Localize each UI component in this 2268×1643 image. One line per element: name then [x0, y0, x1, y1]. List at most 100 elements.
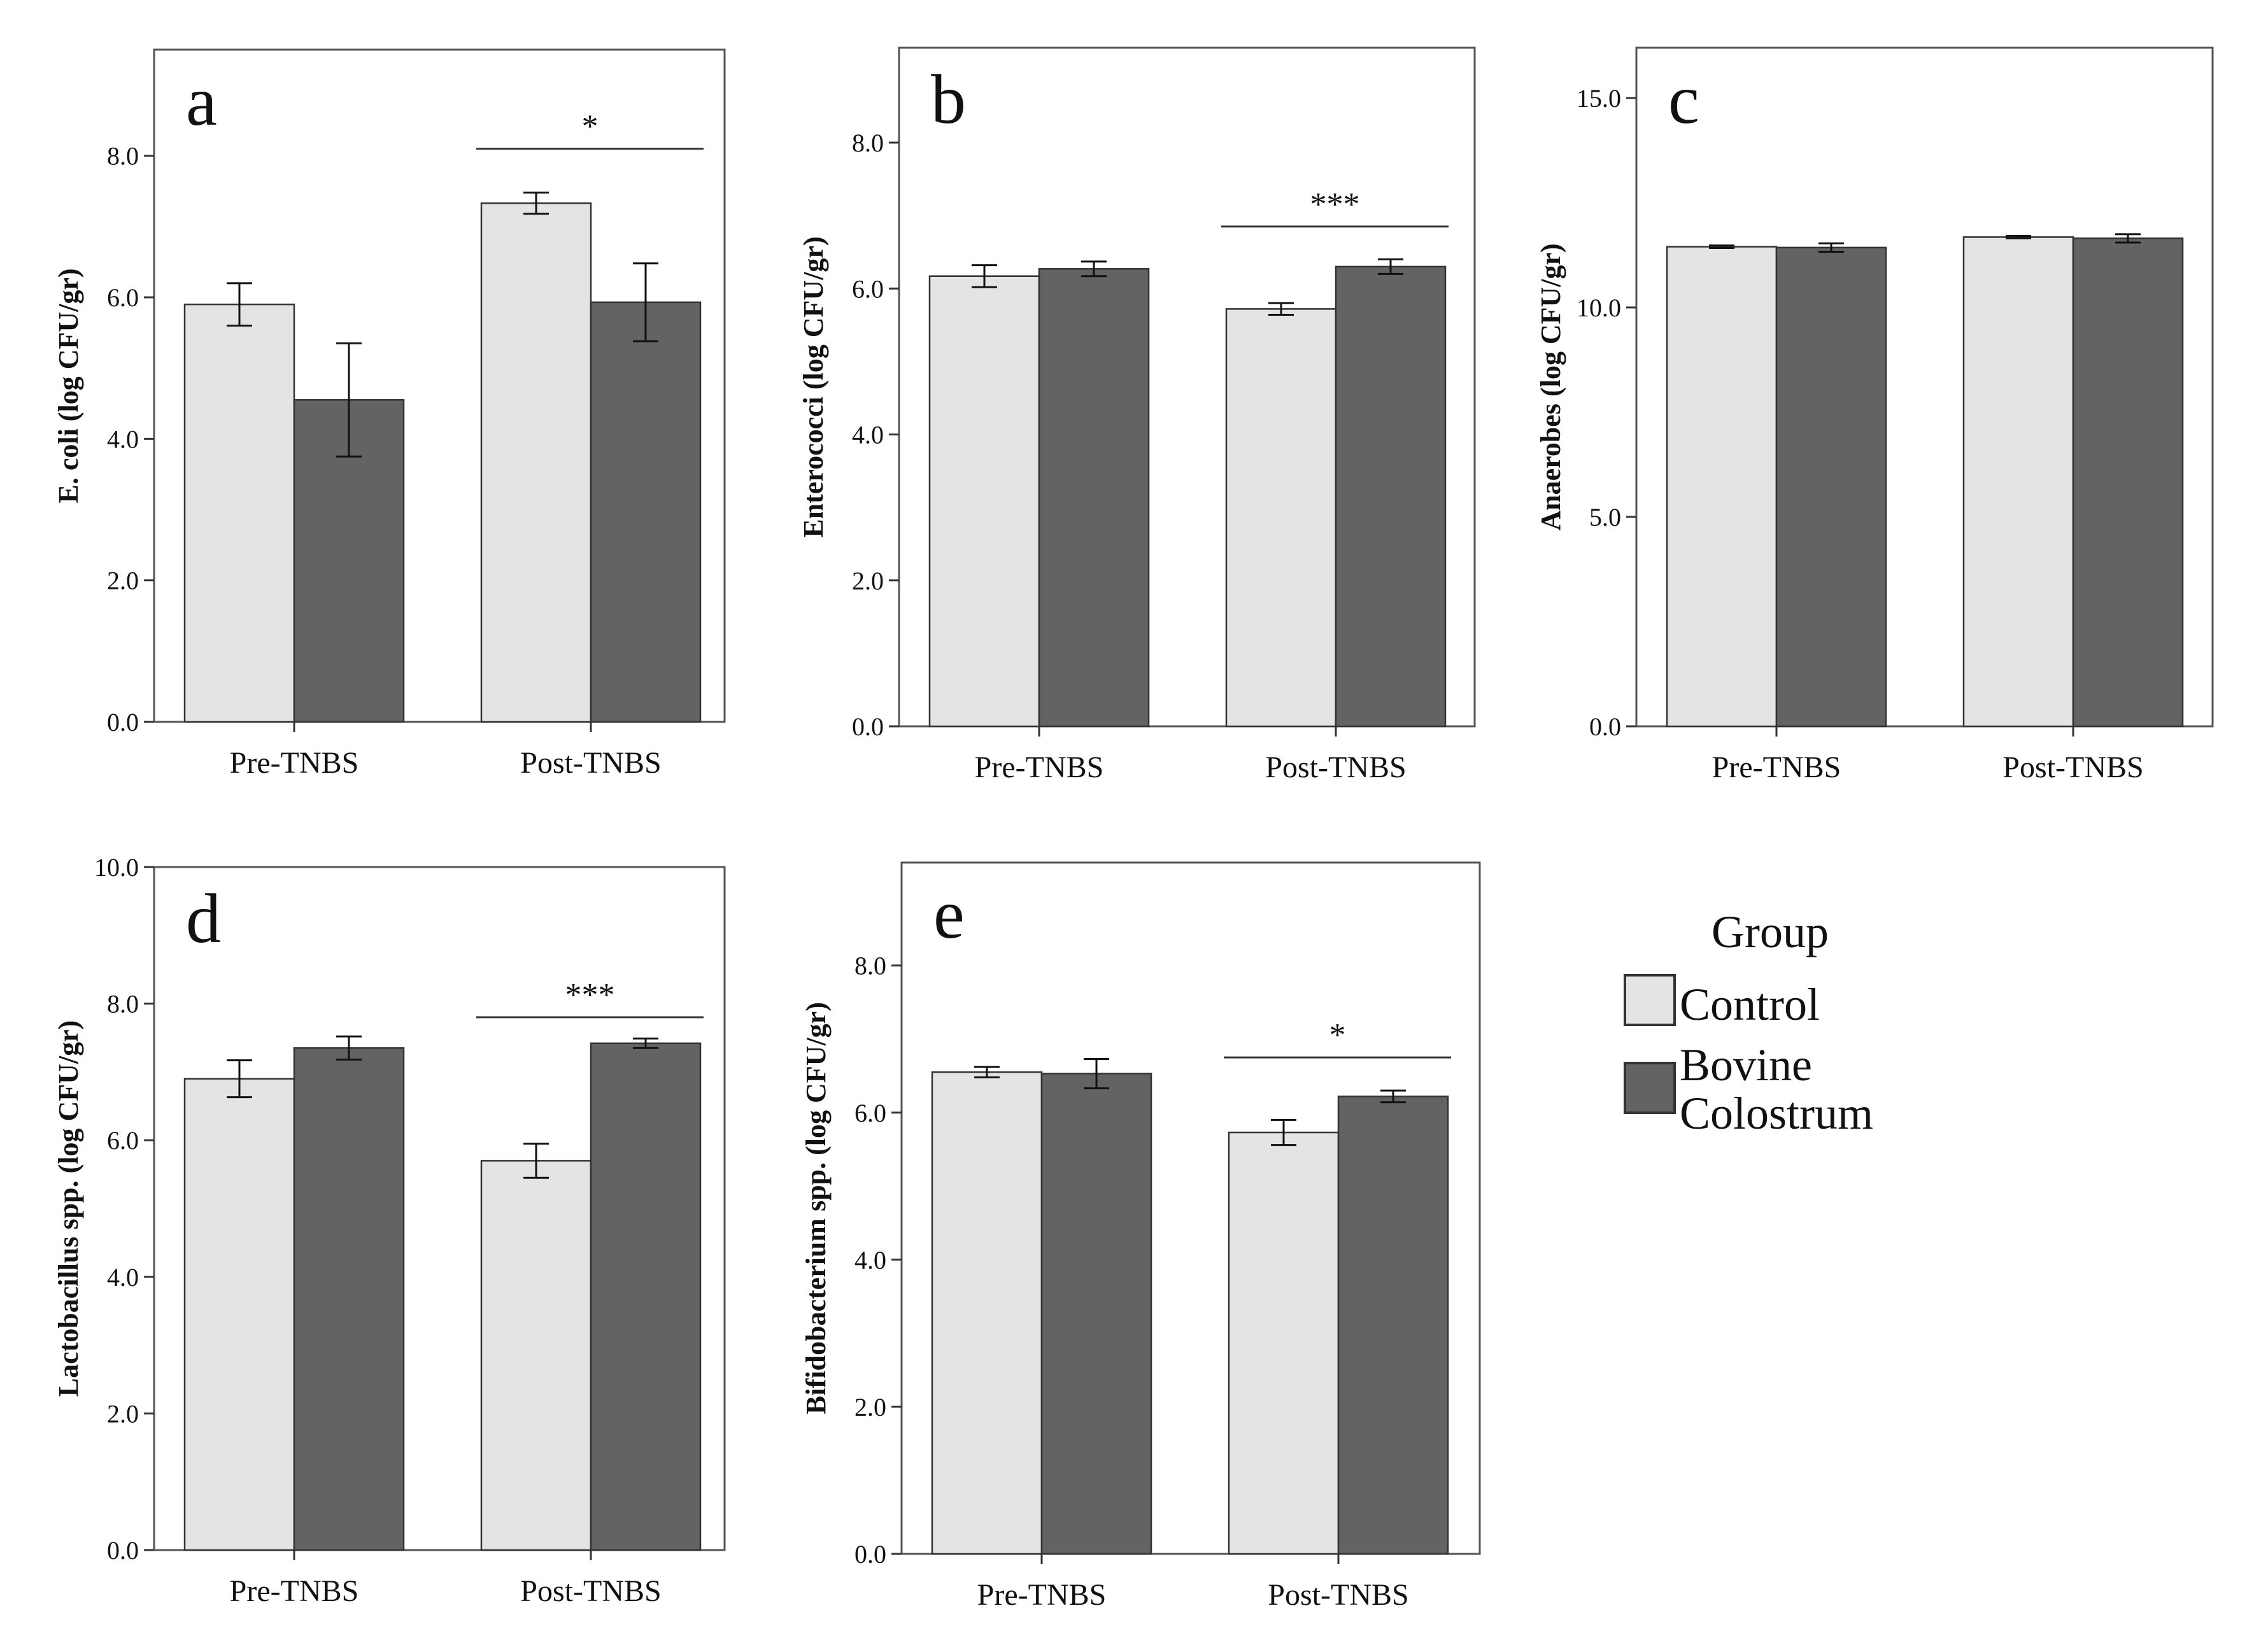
y-tick-label: 0.0: [1589, 712, 1621, 741]
bar: [1962, 236, 2074, 728]
error-bar: [1081, 260, 1107, 278]
y-tick-label: 0.0: [854, 1540, 886, 1569]
y-tick-label: 8.0: [854, 952, 886, 980]
y-tick-label: 2.0: [854, 1393, 886, 1421]
error-bar: [227, 1059, 252, 1099]
error-bar: [1268, 302, 1294, 316]
category-label: Pre-TNBS: [230, 1574, 359, 1608]
y-tick-label: 6.0: [852, 274, 884, 303]
bar: [183, 303, 295, 723]
error-bar: [972, 264, 997, 288]
panel-letter: d: [186, 880, 221, 957]
y-tick-label: 0.0: [107, 1536, 139, 1565]
y-tick-label: 10.0: [94, 853, 139, 882]
y-tick-label: 8.0: [107, 990, 139, 1019]
bar: [928, 275, 1040, 728]
bar: [183, 1078, 295, 1551]
error-bar: [523, 1143, 549, 1179]
panel-c: c 0.0 5.0 10.0 15.0 Anaerobes (log CFU/gr) Pre…: [1535, 46, 2214, 784]
y-tick-label: 4.0: [852, 421, 884, 449]
category-label: Pre-TNBS: [230, 746, 359, 780]
panel-letter: b: [931, 60, 966, 138]
bar: [1040, 1073, 1152, 1555]
significance-marker: *: [582, 109, 599, 145]
error-bar: [1271, 1118, 1296, 1146]
panel-e: e 0.0 2.0 4.0 6.0 8.0 Bifidobacterium spp. (lo…: [800, 861, 1481, 1612]
bar: [480, 1160, 592, 1551]
y-tick-label: 2.0: [107, 1399, 139, 1428]
plot-frame: [153, 48, 726, 723]
category-label: Pre-TNBS: [975, 751, 1104, 784]
y-tick-label: 15.0: [1577, 84, 1621, 113]
plot-frame: [900, 861, 1481, 1555]
plot-frame: [898, 46, 1476, 728]
y-axis-label: Lactobacillus spp. (log CFU/gr): [53, 1020, 84, 1397]
bar: [1038, 268, 1150, 728]
error-bar: [1084, 1057, 1109, 1090]
error-bar: [2006, 234, 2031, 239]
panel-a: a 0.0 2.0 4.0 6.0 8.0 E. coli (log CFU/gr) Pre-…: [53, 48, 726, 780]
error-bar: [633, 262, 658, 342]
error-bar: [633, 1037, 658, 1049]
error-bar: [1378, 258, 1403, 275]
legend-swatch-control: [1624, 974, 1676, 1026]
panel-b: b 0.0 2.0 4.0 6.0 8.0 Enterococci (log CFU/gr)…: [798, 46, 1476, 784]
error-bar: [1380, 1089, 1406, 1104]
error-bar: [2115, 233, 2141, 244]
category-label: Post-TNBS: [1268, 1578, 1408, 1612]
bar: [293, 398, 405, 723]
y-tick-label: 4.0: [854, 1246, 886, 1274]
chart-panels: a 0.0 2.0 4.0 6.0 8.0 E. coli (log CFU/gr) Pre-…: [53, 46, 2214, 1612]
error-bar: [227, 282, 252, 327]
panel-letter: a: [186, 62, 217, 140]
plot-frame: [153, 866, 726, 1551]
bar: [480, 202, 592, 723]
y-tick-label: 2.0: [852, 567, 884, 595]
panel-letter: c: [1668, 60, 1699, 138]
category-label: Pre-TNBS: [977, 1578, 1107, 1612]
y-tick-label: 2.0: [107, 567, 139, 595]
y-tick-label: 6.0: [854, 1099, 886, 1127]
bar: [590, 1042, 702, 1551]
y-tick-label: 10.0: [1577, 293, 1621, 322]
y-tick-label: 6.0: [107, 283, 139, 312]
panel-letter: e: [933, 875, 965, 953]
plot-frame: [1635, 46, 2214, 728]
legend-label-bovine-colostrum: Bovine Colostrum: [1680, 1040, 1873, 1139]
error-bar: [974, 1066, 1000, 1078]
y-tick-label: 5.0: [1589, 503, 1621, 532]
y-axis-label: E. coli (log CFU/gr): [53, 268, 84, 503]
y-axis-label: Bifidobacterium spp. (log CFU/gr): [800, 1002, 832, 1414]
error-bar: [336, 342, 362, 458]
error-bar: [523, 192, 549, 215]
y-tick-label: 8.0: [852, 129, 884, 157]
bar: [1775, 246, 1887, 728]
y-axis-label: Anaerobes (log CFU/gr): [1535, 243, 1566, 530]
category-label: Post-TNBS: [2002, 751, 2143, 784]
bar: [590, 301, 702, 723]
bar: [931, 1071, 1043, 1555]
y-tick-label: 4.0: [107, 1263, 139, 1292]
error-bar: [1818, 242, 1844, 253]
significance-marker: *: [1329, 1017, 1346, 1054]
significance-marker: ***: [1310, 187, 1360, 223]
bar: [293, 1047, 405, 1551]
y-tick-label: 8.0: [107, 142, 139, 171]
bar: [2072, 237, 2184, 728]
bar: [1335, 265, 1447, 728]
y-tick-label: 6.0: [107, 1126, 139, 1155]
y-tick-label: 4.0: [107, 425, 139, 453]
significance-marker: ***: [565, 977, 615, 1013]
legend-title: Group: [1712, 906, 1829, 957]
panel-d: d 0.0 2.0 4.0 6.0 8.0 10.0 Lactobacillus spp. (…: [53, 853, 726, 1608]
category-label: Pre-TNBS: [1712, 751, 1841, 784]
bar: [1228, 1131, 1340, 1555]
legend-label-control: Control: [1680, 979, 1820, 1030]
y-tick-label: 0.0: [852, 712, 884, 741]
category-label: Post-TNBS: [520, 1574, 661, 1608]
legend: Group Control Bovine Colostrum: [1624, 906, 1873, 1139]
category-label: Post-TNBS: [1265, 751, 1406, 784]
y-tick-label: 0.0: [107, 708, 139, 737]
error-bar: [1709, 244, 1734, 250]
